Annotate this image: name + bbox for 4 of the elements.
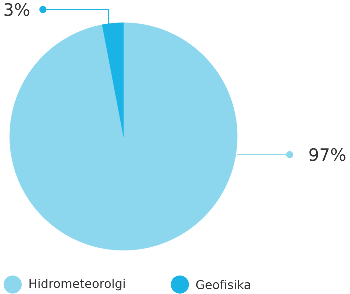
data-label: 97%	[310, 148, 346, 162]
legend-label: Geofisika	[196, 280, 250, 290]
data-label: 3%	[4, 3, 30, 16]
legend-label: Hidrometeorolgi	[30, 278, 125, 291]
